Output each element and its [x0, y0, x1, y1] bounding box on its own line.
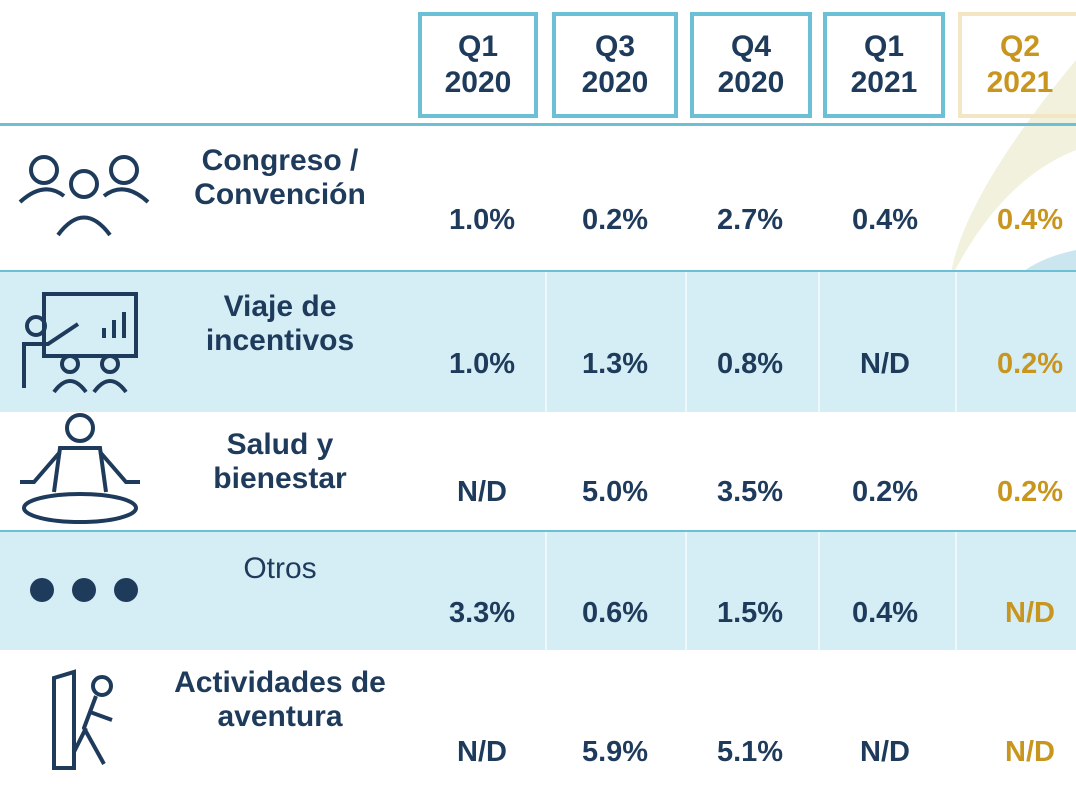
value-cell: 0.2%: [550, 204, 680, 237]
row-label: Congreso / Convención: [160, 144, 400, 212]
slide: Q12020Q32020Q42020Q12021Q22021 Congreso …: [0, 0, 1076, 796]
header-year: 2021: [987, 65, 1054, 101]
value-cell: N/D: [820, 736, 950, 769]
value-cell: 0.2%: [820, 476, 950, 509]
value-cell: 5.0%: [550, 476, 680, 509]
value-cell: N/D: [417, 476, 547, 509]
value-cell: N/D: [965, 597, 1076, 630]
value-cell: 3.3%: [417, 597, 547, 630]
value-cell: 0.4%: [965, 204, 1076, 237]
icon-dots: [14, 570, 144, 610]
value-cell: 0.8%: [685, 348, 815, 381]
column-separator: [955, 532, 957, 650]
row-label: Viaje de incentivos: [160, 290, 400, 358]
column-separator: [685, 272, 687, 412]
value-cell: 5.9%: [550, 736, 680, 769]
icon-group: [14, 150, 154, 240]
row-label: Actividades de aventura: [160, 666, 400, 734]
row-label: Salud y bienestar: [160, 428, 400, 496]
column-separator: [818, 272, 820, 412]
header-year: 2021: [851, 65, 918, 101]
value-cell: 1.0%: [417, 204, 547, 237]
value-cell: 2.7%: [685, 204, 815, 237]
icon-presentation: [14, 288, 144, 398]
header-year: 2020: [718, 65, 785, 101]
header-quarter: Q4: [731, 29, 771, 65]
icon-climbing: [14, 668, 144, 778]
header-quarter: Q1: [864, 29, 904, 65]
row-label: Otros: [160, 552, 400, 586]
value-cell: 5.1%: [685, 736, 815, 769]
header-quarter: Q1: [458, 29, 498, 65]
value-cell: 1.0%: [417, 348, 547, 381]
header-quarter: Q2: [1000, 29, 1040, 65]
column-separator: [685, 532, 687, 650]
column-separator: [818, 532, 820, 650]
header-year: 2020: [445, 65, 512, 101]
value-cell: N/D: [417, 736, 547, 769]
column-separator: [545, 272, 547, 412]
column-separator: [545, 532, 547, 650]
value-cell: 1.5%: [685, 597, 815, 630]
table-row: Otros 3.3%0.6%1.5%0.4% N/D: [0, 530, 1076, 650]
value-cell: N/D: [820, 348, 950, 381]
value-cell: N/D: [965, 736, 1076, 769]
column-separator: [955, 272, 957, 412]
header-year: 2020: [582, 65, 649, 101]
header-quarter: Q3: [595, 29, 635, 65]
value-cell: 3.5%: [685, 476, 815, 509]
value-cell: 0.2%: [965, 476, 1076, 509]
value-cell: 0.6%: [550, 597, 680, 630]
icon-meditation: [14, 412, 144, 530]
value-cell: 0.4%: [820, 597, 950, 630]
value-cell: 0.4%: [820, 204, 950, 237]
value-cell: 1.3%: [550, 348, 680, 381]
value-cell: 0.2%: [965, 348, 1076, 381]
table-row: Viaje de incentivos 1.0%1.3%0.8%N/D 0.2%: [0, 270, 1076, 412]
